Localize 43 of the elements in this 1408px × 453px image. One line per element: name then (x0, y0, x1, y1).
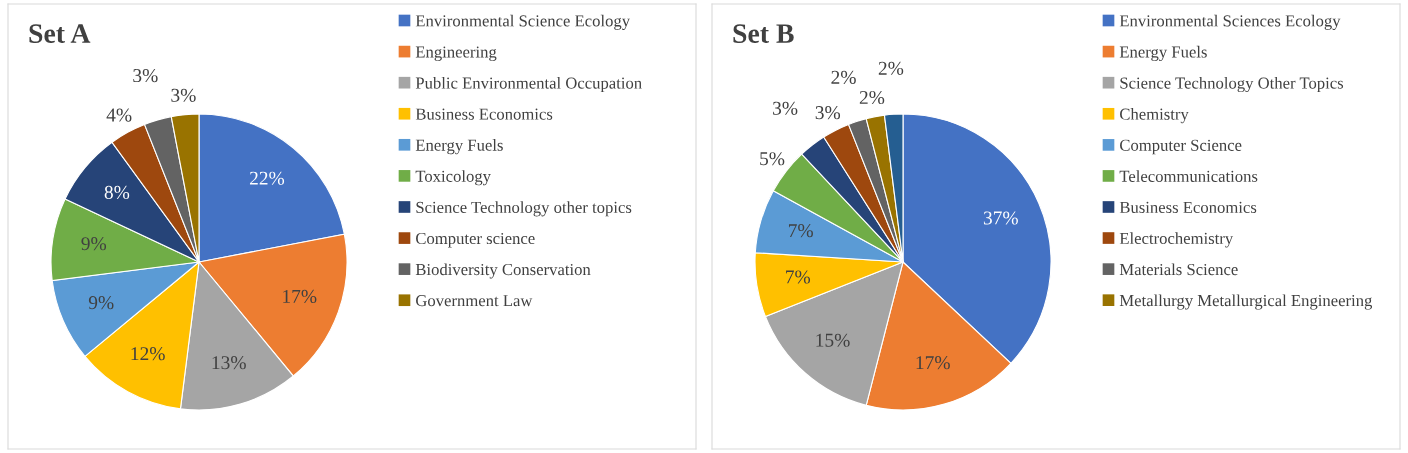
legend-label: Materials Science (1119, 263, 1238, 276)
data-label: 7% (786, 270, 811, 284)
legend-label: Computer Science (1120, 139, 1242, 155)
data-label: 2% (859, 90, 885, 105)
data-label: 7% (788, 224, 813, 238)
legend-label: Science Technology other topics (416, 201, 632, 217)
data-label: 2% (878, 61, 904, 75)
legend-label: Engineering (415, 46, 497, 62)
data-label: 17% (916, 356, 950, 370)
data-label: 9% (81, 237, 107, 251)
legend-label: Business Economics (415, 108, 553, 120)
data-label: 13% (212, 356, 246, 370)
data-label: 9% (88, 296, 114, 310)
chart-title: Set B (733, 24, 794, 43)
data-label: 17% (283, 289, 317, 304)
legend-label: Toxicology (415, 170, 491, 186)
legend-label: Environmental Sciences Ecology (1119, 14, 1341, 30)
legend-label: Telecommunications (1119, 170, 1258, 182)
data-label: 2% (831, 70, 856, 84)
data-label: 12% (131, 347, 165, 361)
legend-label: Public Environmental Occupation (415, 76, 642, 93)
data-label: 8% (104, 185, 130, 200)
legend-label: Biodiversity Conservation (415, 263, 591, 279)
chart-title: Set A (29, 24, 91, 43)
data-label: 37% (983, 211, 1018, 225)
data-label: 5% (760, 152, 785, 166)
legend-label: Energy Fuels (415, 139, 503, 155)
data-label: 3% (171, 88, 196, 102)
legend-label: Chemistry (1120, 108, 1189, 124)
legend-label: Energy Fuels (1119, 45, 1207, 62)
data-label: 22% (249, 171, 285, 185)
legend-label: Business Economics (1119, 201, 1257, 213)
legend-label: Electrochemistry (1119, 232, 1234, 248)
data-label: 4% (106, 108, 132, 122)
legend-label: Science Technology Other Topics (1120, 76, 1344, 93)
legend-label: Government Law (416, 295, 533, 307)
legend-label: Computer science (416, 232, 535, 248)
data-label: 3% (815, 106, 841, 120)
data-label: 3% (773, 101, 798, 115)
legend-label: Environmental Science Ecology (415, 14, 631, 30)
data-label: 3% (133, 68, 158, 83)
legend-label: Metallurgy Metallurgical Engineering (1119, 294, 1373, 310)
data-label: 15% (816, 333, 850, 347)
